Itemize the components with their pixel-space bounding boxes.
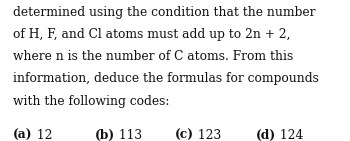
Text: 113: 113 xyxy=(115,129,142,141)
Text: determined using the condition that the number: determined using the condition that the … xyxy=(13,6,316,19)
Text: 123: 123 xyxy=(194,129,221,141)
Text: information, deduce the formulas for compounds: information, deduce the formulas for com… xyxy=(13,72,319,85)
Text: (a): (a) xyxy=(13,129,33,141)
Text: (c): (c) xyxy=(175,129,194,141)
Text: 124: 124 xyxy=(276,129,303,141)
Text: (b): (b) xyxy=(94,129,115,141)
Text: with the following codes:: with the following codes: xyxy=(13,95,170,108)
Text: of H, F, and Cl atoms must add up to 2n + 2,: of H, F, and Cl atoms must add up to 2n … xyxy=(13,28,291,41)
Text: 12: 12 xyxy=(33,129,52,141)
Text: (d): (d) xyxy=(256,129,276,141)
Text: where n is the number of C atoms. From this: where n is the number of C atoms. From t… xyxy=(13,50,294,63)
